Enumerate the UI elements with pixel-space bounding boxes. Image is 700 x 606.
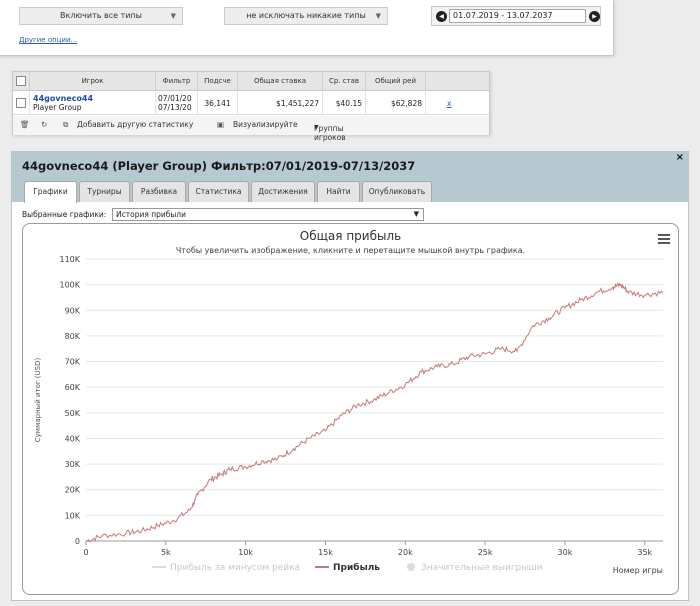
chevron-down-icon: ▼ xyxy=(314,124,319,131)
y-tick-label: 40K xyxy=(65,434,81,443)
filter-to: 07/13/20 xyxy=(158,103,192,112)
col-player[interactable]: Игрок xyxy=(30,72,156,91)
player-groups-label: Группы игроков xyxy=(314,124,346,142)
x-tick-label: 5k xyxy=(161,548,171,557)
legend-item[interactable]: Значительные выигрыши xyxy=(421,563,543,573)
refresh-icon[interactable]: ↻ xyxy=(41,120,48,129)
profit-series-line xyxy=(85,282,664,543)
y-tick-label: 0 xyxy=(75,537,80,546)
y-tick-label: 100K xyxy=(59,281,80,290)
chart-title: Общая прибыль xyxy=(299,229,402,243)
avg-bet-value: $40.15 xyxy=(323,92,366,115)
table-row: 44govneco44 Player Group 07/01/20 07/13/… xyxy=(13,92,489,115)
stats-table: Игрок Фильтр Подсче Общая ставка Ср. ста… xyxy=(12,71,490,142)
tab-find[interactable]: Найти xyxy=(317,181,360,202)
select-all-checkbox[interactable] xyxy=(16,76,26,86)
panel-header: 44govneco44 (Player Group) Фильтр:07/01/… xyxy=(12,152,688,203)
tab-statistics[interactable]: Статистика xyxy=(188,181,249,202)
include-types-label: Включить все типы xyxy=(60,11,142,20)
remove-row-link[interactable]: x xyxy=(447,99,452,108)
x-tick-label: 0 xyxy=(83,548,88,557)
y-tick-label: 10K xyxy=(65,511,81,520)
player-name-link[interactable]: 44govneco44 xyxy=(33,94,94,103)
date-range-picker: ◀ 01.07.2019 - 13.07.2037 ▶ xyxy=(431,6,601,26)
other-options-link[interactable]: Другие опции... xyxy=(19,36,78,44)
x-axis-label: Номер игры xyxy=(613,566,663,575)
total-rake-value: $62,828 xyxy=(366,92,426,115)
col-total-bet[interactable]: Общая ставка xyxy=(238,72,323,91)
next-date-button[interactable]: ▶ xyxy=(589,11,600,22)
x-tick-label: 20k xyxy=(398,548,413,557)
x-tick-label: 35k xyxy=(637,548,652,557)
chevron-down-icon: ▼ xyxy=(375,12,381,20)
date-range-input[interactable]: 01.07.2019 - 13.07.2037 xyxy=(449,9,586,23)
hands-value: 36,141 xyxy=(198,92,238,115)
y-tick-label: 30K xyxy=(65,460,81,469)
total-bet-value: $1,451,227 xyxy=(238,92,323,115)
y-tick-label: 80K xyxy=(65,332,81,341)
selected-graphs-label: Выбранные графики: xyxy=(22,210,107,219)
trash-icon[interactable]: 🗑 xyxy=(20,120,30,129)
col-filter[interactable]: Фильтр xyxy=(156,72,198,91)
y-tick-label: 90K xyxy=(65,306,81,315)
chevron-down-icon: ▼ xyxy=(413,210,419,218)
exclude-types-dropdown[interactable]: не исключать никакие типы ▼ xyxy=(224,7,388,25)
tab-publish[interactable]: Опубликовать xyxy=(362,181,432,202)
filter-from: 07/01/20 xyxy=(158,94,192,103)
chart-menu-icon[interactable] xyxy=(658,234,670,246)
visualize-button[interactable]: Визуализируйте xyxy=(233,120,298,129)
player-panel: 44govneco44 (Player Group) Фильтр:07/01/… xyxy=(11,151,689,601)
player-group: Player Group xyxy=(33,103,82,112)
chart-subtitle: Чтобы увеличить изображение, кликните и … xyxy=(175,246,526,255)
add-stat-button[interactable]: Добавить другую статистику xyxy=(77,120,194,129)
legend-item[interactable]: Прибыль xyxy=(333,562,380,573)
x-tick-label: 25k xyxy=(478,548,493,557)
exclude-types-label: не исключать никакие типы xyxy=(246,11,366,20)
panel-title: 44govneco44 (Player Group) Фильтр:07/01/… xyxy=(22,159,416,173)
col-avg-bet[interactable]: Ср. став xyxy=(323,72,366,91)
x-tick-label: 15k xyxy=(318,548,333,557)
prev-date-button[interactable]: ◀ xyxy=(436,11,447,22)
visualize-icon[interactable]: ▣ xyxy=(217,120,225,129)
chevron-down-icon: ▼ xyxy=(170,12,176,20)
x-tick-label: 30k xyxy=(558,548,573,557)
y-axis-label: Суммарный итог (USD) xyxy=(34,358,42,443)
col-hands[interactable]: Подсче xyxy=(198,72,238,91)
graph-select[interactable]: История прибыли ▼ xyxy=(112,208,424,221)
y-tick-label: 50K xyxy=(65,409,81,418)
tab-breakdown[interactable]: Разбивка xyxy=(132,181,186,202)
y-tick-label: 110K xyxy=(59,255,80,264)
tab-achievements[interactable]: Достижения xyxy=(251,181,315,202)
legend-marker xyxy=(407,563,415,571)
graph-select-value: История прибыли xyxy=(116,210,186,219)
y-tick-label: 70K xyxy=(65,358,81,367)
x-tick-label: 10k xyxy=(238,548,253,557)
row-checkbox[interactable] xyxy=(16,98,26,108)
close-icon[interactable]: × xyxy=(675,152,684,163)
chart-container: Общая прибыль Чтобы увеличить изображени… xyxy=(22,223,679,595)
col-total-rake[interactable]: Общий рей xyxy=(366,72,426,91)
profit-chart[interactable]: 0 10K 20K 30K 40K 50K 60K 70K 80K 90K 100K 110K 0 5k 1… xyxy=(23,224,678,594)
table-toolbar: 🗑 ↻ ⧉ Добавить другую статистику ▣ Визуа… xyxy=(13,116,489,142)
y-tick-label: 60K xyxy=(65,383,81,392)
include-types-dropdown[interactable]: Включить все типы ▼ xyxy=(19,7,183,25)
table-header: Игрок Фильтр Подсче Общая ставка Ср. ста… xyxy=(13,72,489,91)
add-stat-icon[interactable]: ⧉ xyxy=(63,120,69,129)
y-tick-label: 20K xyxy=(65,486,81,495)
tab-graphs[interactable]: Графики xyxy=(24,181,77,203)
filter-panel: Включить все типы ▼ не исключать никакие… xyxy=(0,0,614,56)
tab-tournaments[interactable]: Турниры xyxy=(79,181,130,202)
legend-item[interactable]: Прибыль за минусом рейка xyxy=(170,563,300,573)
